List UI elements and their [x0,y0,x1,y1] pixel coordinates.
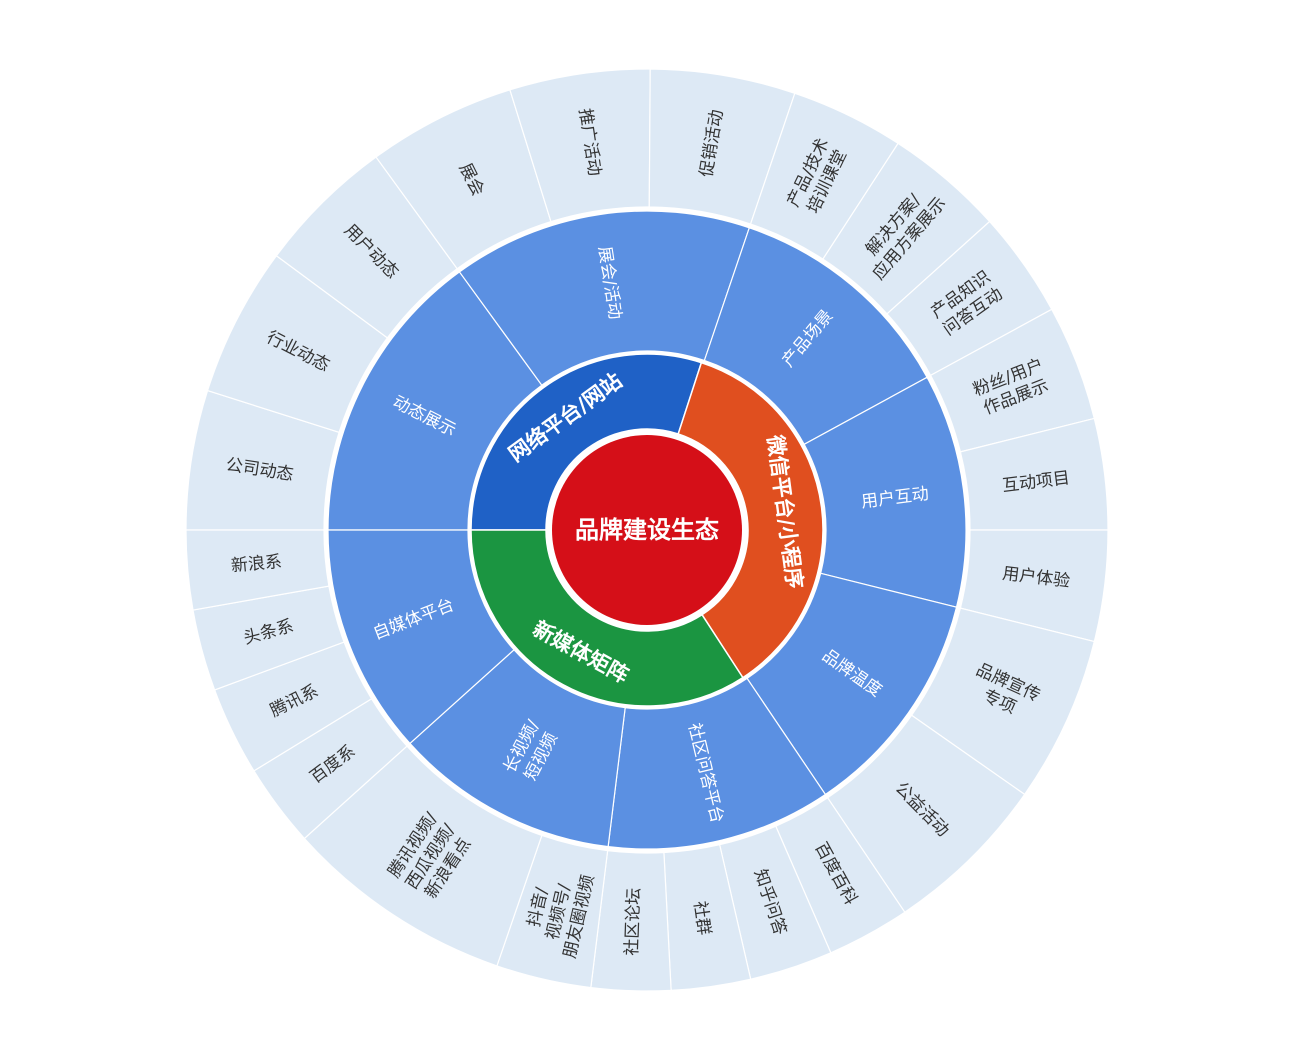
category-segment[interactable]: 社区问答平台 [607,677,827,850]
channel-segment[interactable]: 公司动态 [185,389,340,531]
channel-segment[interactable]: 知乎问答 [718,825,832,980]
channel-segment[interactable]: 推广活动 [509,68,651,223]
center-circle[interactable] [552,435,742,625]
category-segment[interactable]: 长视频/短视频 [409,648,626,848]
center-node[interactable]: 品牌建设生态 [549,432,745,628]
channel-segment[interactable]: 社区论坛 [590,849,672,992]
channel-label-line: 新浪系 [230,552,283,576]
category-segment[interactable]: 产品场景 [703,227,928,446]
channel-segment[interactable]: 互动项目 [959,417,1109,531]
channel-label: 社区论坛 [622,887,644,956]
category-segment[interactable]: 动态展示 [327,271,543,531]
category-arc[interactable] [327,529,515,745]
channel-label-line: 社区论坛 [622,887,644,956]
channel-segment[interactable]: 产品知识问答互动 [886,220,1053,377]
category-label: 长视频/短视频 [500,717,564,787]
channel-segment[interactable]: 腾讯视频/西瓜视频/新浪看点 [303,745,543,967]
platform-segment[interactable]: 微信平台/小程序 [677,361,824,679]
platform-arc[interactable] [677,361,824,679]
channel-segment[interactable]: 品牌宣传专项 [910,607,1096,796]
category-segment[interactable]: 用户互动 [803,376,967,608]
category-arc[interactable] [327,271,543,531]
channel-segment[interactable]: 抖音/视频号/朋友圈视频 [496,834,609,989]
channel-segment[interactable]: 行业动态 [206,254,389,434]
channel-segment[interactable]: 新浪系 [185,529,330,611]
category-segment[interactable]: 自媒体平台 [327,529,515,745]
platform-arc[interactable] [470,529,744,707]
channel-segment[interactable]: 用户体验 [959,529,1109,643]
channel-segment[interactable]: 腾讯系 [213,641,373,772]
channel-arc[interactable] [185,529,330,611]
category-segment[interactable]: 品牌温度 [746,572,958,796]
channel-segment[interactable]: 公益活动 [826,714,1026,914]
channel-segment[interactable]: 用户动态 [275,156,458,339]
channel-label-line: 社群 [689,900,714,936]
platform-arc[interactable] [470,353,703,531]
channel-segment[interactable]: 头条系 [192,585,345,691]
category-segment[interactable]: 展会/活动 [458,210,751,387]
center-label: 品牌建设生态 [575,516,719,544]
channel-segment[interactable]: 粉丝/用户作品展示 [929,308,1096,453]
channel-label: 社群 [689,900,714,936]
channel-segment[interactable]: 解决方案/应用方案展示 [822,142,991,315]
channel-segment[interactable]: 百度百科 [775,796,906,954]
channel-segment[interactable]: 产品/技术培训课堂 [749,92,899,260]
category-arc[interactable] [458,210,751,387]
channel-label: 新浪系 [230,552,283,576]
